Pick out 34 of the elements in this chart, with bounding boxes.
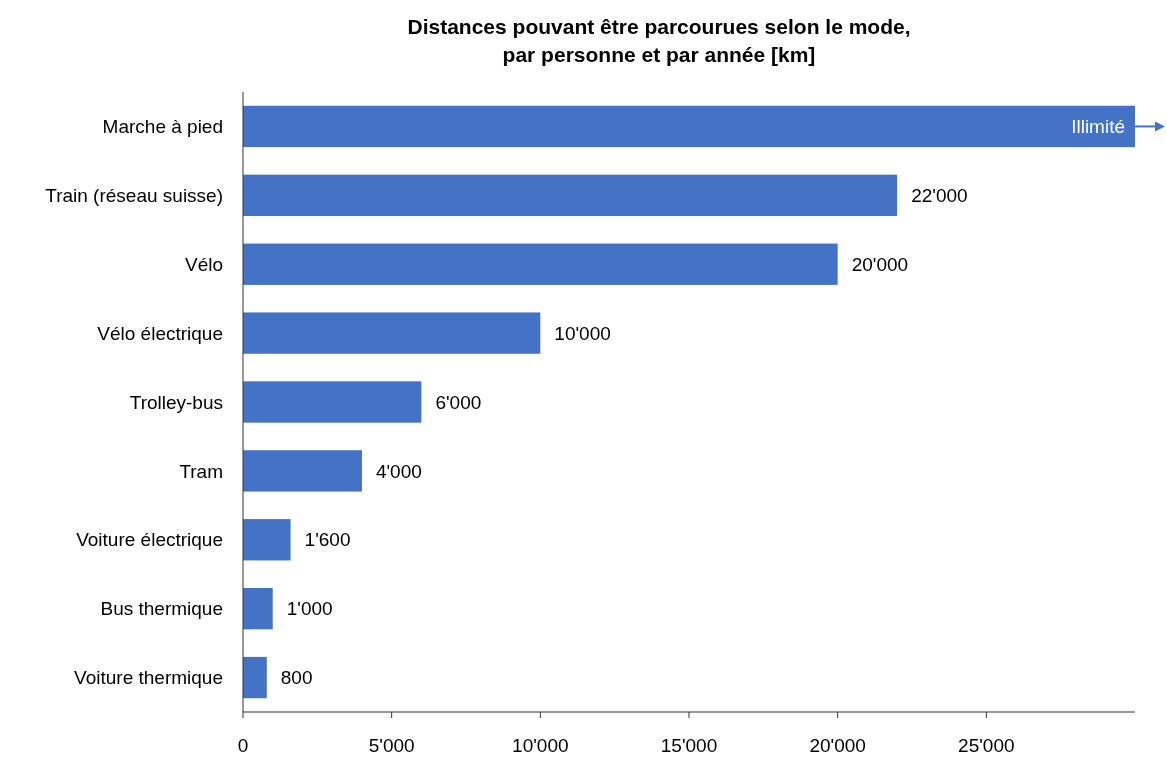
bar (243, 656, 267, 699)
x-tick-label: 10'000 (512, 735, 569, 756)
bar (243, 312, 541, 354)
data-label: 800 (280, 667, 313, 689)
bar (243, 588, 273, 630)
data-label: 1'600 (304, 529, 351, 551)
x-tick-label: 25'000 (958, 735, 1015, 756)
bar (243, 381, 422, 423)
data-label: 6'000 (435, 391, 482, 413)
data-label: 4'000 (375, 460, 422, 482)
x-tick-label: 15'000 (660, 735, 718, 756)
bar (243, 174, 898, 216)
data-label: 10'000 (554, 322, 611, 344)
y-tick-label: Vélo électrique (97, 322, 223, 344)
y-tick-label: Bus thermique (100, 598, 223, 620)
data-label: Illimité (1071, 116, 1125, 138)
bar (243, 243, 838, 285)
x-tick-label: 0 (237, 735, 249, 756)
x-tick-label: 20'000 (809, 735, 866, 756)
data-label: 1'000 (286, 598, 333, 620)
y-tick-label: Voiture thermique (74, 667, 223, 689)
y-tick-label: Tram (179, 460, 223, 482)
x-tick-label: 5'000 (368, 735, 415, 756)
y-tick-label: Vélo (184, 253, 223, 275)
y-tick-label: Marche à pied (102, 116, 223, 138)
bar (243, 450, 362, 492)
data-label: 20'000 (851, 253, 909, 275)
chart-title: Distances pouvant être parcourues selon le mode, par personne et par année [km] (407, 15, 911, 66)
bar (243, 105, 1135, 148)
data-label: 22'000 (911, 184, 968, 206)
bar (243, 519, 291, 561)
y-tick-label: Voiture électrique (76, 529, 223, 551)
y-tick-label: Trolley-bus (129, 391, 223, 413)
y-tick-label: Train (réseau suisse) (45, 184, 223, 206)
